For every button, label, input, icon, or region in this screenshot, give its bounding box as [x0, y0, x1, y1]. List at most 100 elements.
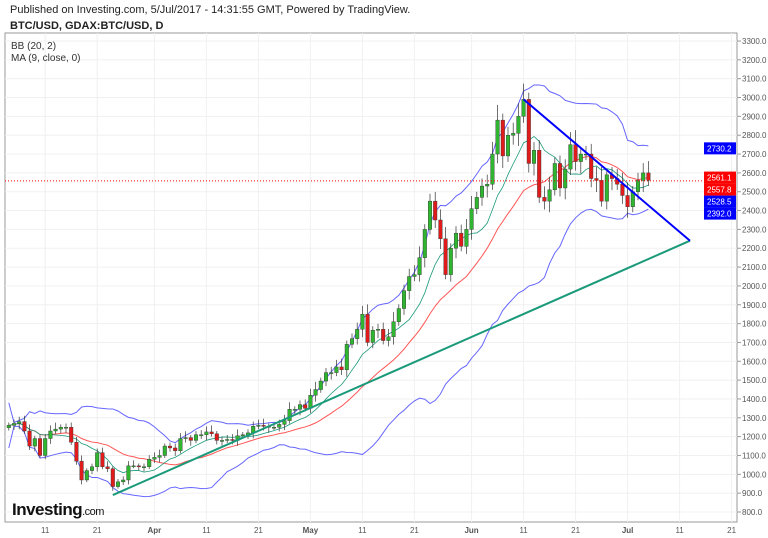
candle-body	[121, 479, 126, 483]
x-tick-label: Apr	[148, 526, 162, 535]
candle-body	[604, 174, 609, 202]
price-label: 2392.0	[707, 210, 732, 219]
candle-body	[495, 119, 500, 155]
y-tick-label: 3000.0	[742, 94, 767, 103]
x-tick-label: 21	[254, 526, 263, 535]
candle-body	[313, 389, 318, 396]
y-tick-label: 2600.0	[742, 169, 767, 178]
candle-body	[89, 466, 94, 471]
candle-body	[261, 425, 266, 427]
y-tick-label: 2800.0	[742, 131, 767, 140]
candle-body	[272, 427, 277, 429]
resistance-trendline	[522, 98, 691, 242]
candle-body	[105, 466, 110, 469]
y-tick-label: 2400.0	[742, 207, 767, 216]
candle-body	[433, 200, 438, 221]
candle-body	[506, 134, 511, 157]
price-label-bg	[704, 207, 736, 220]
candle-body	[344, 344, 349, 370]
candle-body	[32, 438, 37, 447]
candle-body	[22, 421, 27, 432]
symbol-title: BTC/USD, GDAX:BTC/USD, D	[10, 20, 164, 32]
y-tick-label: 3200.0	[742, 56, 767, 65]
candle-body	[131, 465, 136, 468]
candle-body	[402, 290, 407, 309]
y-tick-label: 2000.0	[742, 282, 767, 291]
x-tick-label: 21	[93, 526, 102, 535]
published-text: Published on Investing.com, 5/Jul/2017 -…	[10, 4, 411, 16]
candle-body	[204, 431, 209, 435]
candle-body	[625, 195, 630, 207]
candle-body	[324, 372, 329, 382]
y-tick-label: 1100.0	[742, 451, 766, 460]
candle-body	[74, 442, 79, 462]
candle-body	[110, 468, 115, 487]
candle-body	[448, 248, 453, 275]
support-trendline	[112, 239, 691, 496]
y-tick-label: 800.0	[742, 508, 763, 517]
candle-body	[391, 321, 396, 337]
y-tick-label: 1000.0	[742, 470, 767, 479]
candle-body	[370, 329, 375, 343]
candle-body	[464, 229, 469, 247]
candle-body	[11, 423, 16, 426]
candle-body	[58, 427, 63, 430]
candle-body	[578, 153, 583, 162]
candle-body	[282, 420, 287, 425]
candle-body	[537, 150, 542, 198]
candle-body	[84, 470, 89, 481]
y-tick-label: 1700.0	[742, 338, 767, 347]
price-label: 2730.2	[707, 144, 732, 153]
y-tick-label: 2200.0	[742, 244, 767, 253]
candle-body	[256, 425, 261, 427]
candle-body	[412, 274, 417, 277]
candle-body	[516, 116, 521, 134]
bb-indicator-label[interactable]: BB (20, 2)	[11, 41, 57, 52]
candle-body	[454, 232, 459, 249]
price-label-bg	[704, 142, 736, 155]
candle-body	[417, 257, 422, 275]
candle-body	[115, 481, 120, 487]
candle-body	[558, 163, 563, 189]
candle-body	[407, 276, 412, 291]
candle-body	[636, 180, 641, 192]
candle-body	[79, 460, 84, 481]
candle-body	[641, 172, 646, 181]
candle-body	[563, 168, 568, 189]
candle-body	[152, 457, 157, 460]
candle-body	[147, 459, 152, 467]
candle-body	[162, 445, 167, 456]
candle-body	[173, 447, 178, 451]
x-tick-label: 11	[41, 526, 50, 535]
candle-body	[277, 424, 282, 428]
candle-body	[287, 409, 292, 421]
ma-indicator-label[interactable]: MA (9, close, 0)	[11, 53, 81, 64]
bb-lower-band	[8, 208, 649, 498]
y-tick-label: 2100.0	[742, 263, 767, 272]
candle-body	[568, 144, 573, 170]
candle-body	[485, 183, 490, 187]
bb-basis-line	[8, 155, 649, 466]
candle-body	[178, 438, 183, 451]
candle-body	[100, 452, 105, 467]
candle-body	[355, 329, 360, 339]
y-tick-label: 900.0	[742, 489, 763, 498]
candle-body	[480, 185, 485, 198]
y-tick-label: 3100.0	[742, 75, 767, 84]
candle-body	[193, 434, 198, 441]
price-label: 2528.5	[707, 198, 732, 207]
candle-body	[17, 421, 22, 424]
candle-body	[474, 197, 479, 209]
x-tick-label: Jun	[464, 526, 478, 535]
candle-body	[209, 431, 214, 435]
candle-body	[521, 99, 526, 117]
candle-body	[360, 313, 365, 330]
candle-body	[646, 172, 651, 181]
candle-body	[511, 133, 516, 136]
candle-body	[318, 380, 323, 390]
y-tick-label: 2500.0	[742, 188, 767, 197]
candle-body	[38, 438, 43, 456]
candle-body	[443, 238, 448, 275]
x-tick-label: 11	[202, 526, 211, 535]
